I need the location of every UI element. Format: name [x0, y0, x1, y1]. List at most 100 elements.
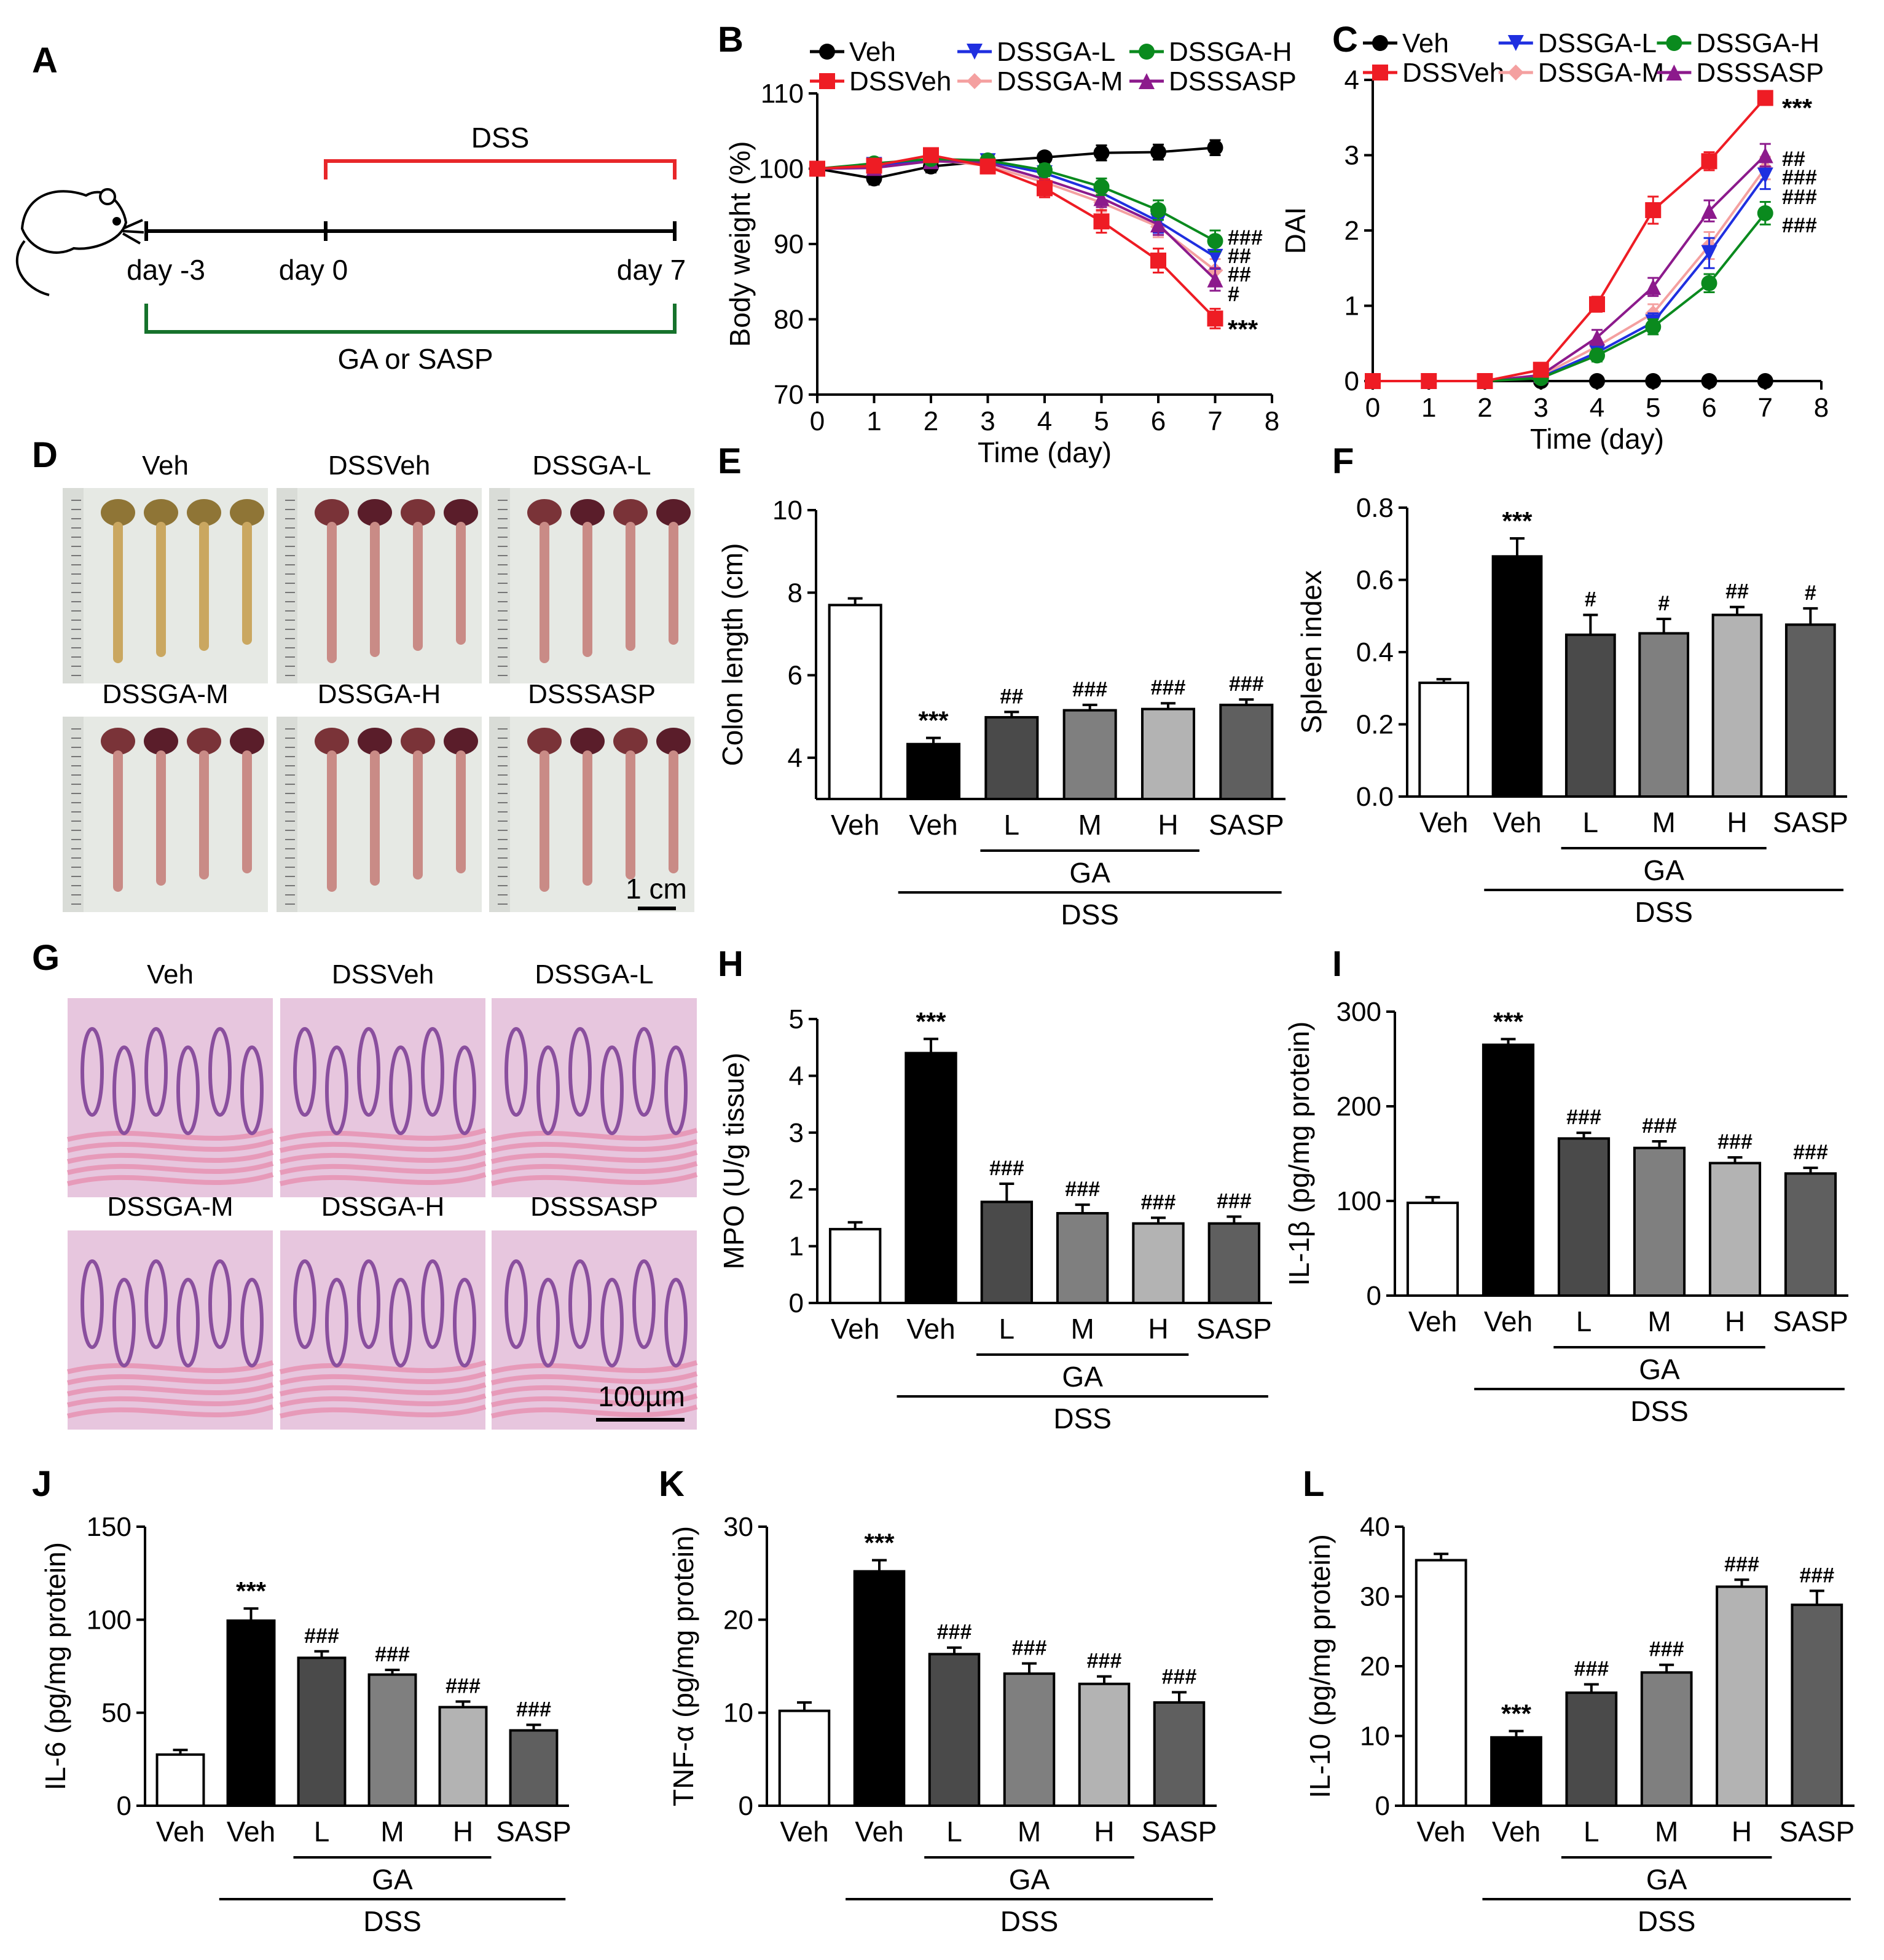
crypt	[208, 1027, 232, 1117]
cecum	[187, 499, 221, 526]
y-tick-label: 40	[1360, 1512, 1390, 1542]
colon-segment	[583, 750, 592, 886]
x-tick-label: 8	[1265, 406, 1279, 436]
legend-label: DSSGA-H	[1169, 37, 1292, 67]
crypt	[293, 1027, 316, 1117]
data-point	[866, 157, 882, 174]
crypt	[536, 1045, 560, 1135]
data-point	[1701, 203, 1717, 219]
il10-chart: 0 10 20 30 40 IL-10 (pg/mg protein) Veh *** Veh #…	[1304, 1512, 1855, 1937]
panel-letter-f: F	[1332, 441, 1354, 481]
dss-group-label: DSS	[1635, 896, 1693, 928]
x-category-label: L	[1584, 1816, 1599, 1848]
significance-label: ***	[1228, 315, 1258, 344]
y-tick-label: 0.2	[1356, 710, 1394, 740]
muscle-layer	[280, 1172, 487, 1186]
treatment-bracket	[144, 304, 677, 334]
muscle-layer	[67, 1139, 274, 1153]
cecum	[401, 728, 435, 755]
data-point	[1589, 296, 1605, 313]
bar	[438, 1706, 488, 1807]
y-tick-label: 30	[1360, 1582, 1390, 1612]
x-category-label: Veh	[156, 1816, 205, 1848]
significance-label: ###	[1799, 1564, 1834, 1587]
cecum	[570, 499, 605, 526]
group-label: Veh	[142, 451, 189, 481]
colon-segment	[242, 750, 252, 873]
cecum	[315, 728, 349, 755]
x-category-label: H	[1158, 809, 1178, 841]
legend-item: DSSGA-H	[1129, 37, 1292, 67]
bar	[1415, 1559, 1467, 1807]
significance-label: ###	[1782, 214, 1817, 237]
muscle-layer	[280, 1161, 487, 1175]
y-axis-label: IL-10 (pg/mg protein)	[1304, 1534, 1336, 1798]
group-label: DSSGA-H	[321, 1192, 444, 1222]
y-axis-label: Body weight (%)	[724, 141, 756, 347]
legend-item: DSSGA-M	[957, 66, 1123, 96]
x-tick-label: 8	[1814, 393, 1829, 423]
significance-label: ###	[1087, 1650, 1122, 1673]
colon-segment	[583, 522, 592, 657]
y-axis-label: MPO (U/g tissue)	[718, 1053, 750, 1270]
y-tick-label: 3	[1344, 141, 1359, 171]
data-point	[1207, 271, 1223, 288]
bar	[1406, 1202, 1459, 1297]
series-dssga-m	[1365, 155, 1773, 389]
panel-letter-d: D	[32, 435, 58, 475]
significance-label: ***	[916, 1007, 946, 1036]
crypt	[240, 1045, 264, 1135]
data-point	[1645, 278, 1662, 295]
legend-label: DSSVeh	[849, 66, 951, 96]
colon-segment	[669, 522, 678, 645]
x-tick-label: 7	[1758, 393, 1773, 423]
significance-label: ###	[1012, 1636, 1047, 1659]
treatment-label: GA or SASP	[337, 343, 493, 375]
cecum	[358, 728, 392, 755]
significance-label: ***	[864, 1528, 895, 1557]
x-tick-label: 5	[1094, 406, 1109, 436]
cecum	[187, 728, 221, 755]
significance-label: ###	[1217, 1190, 1252, 1213]
x-tick-label: 0	[810, 406, 825, 436]
x-category-label: M	[1071, 1313, 1094, 1345]
panel-letter-j: J	[32, 1464, 52, 1504]
data-point	[1139, 73, 1155, 89]
data-point	[1150, 202, 1166, 218]
data-point	[1666, 65, 1682, 81]
y-axis-label: IL-1β (pg/mg protein)	[1283, 1021, 1315, 1286]
crypt	[389, 1278, 412, 1368]
colon-segment	[156, 522, 166, 657]
bar	[367, 1673, 417, 1808]
data-point	[1037, 149, 1053, 166]
bar	[1056, 1212, 1109, 1305]
cecum	[401, 499, 435, 526]
group-label: DSSGA-L	[532, 451, 651, 481]
bar	[1418, 681, 1470, 798]
histology-photo	[491, 998, 698, 1197]
bar	[1640, 1671, 1693, 1808]
bar	[1153, 1701, 1206, 1808]
mouse-icon	[15, 188, 144, 296]
y-tick-label: 0	[1344, 366, 1359, 396]
bar	[1791, 1604, 1843, 1808]
panel-letter-l: L	[1303, 1464, 1324, 1504]
y-tick-label: 20	[723, 1605, 753, 1635]
colon-segment	[413, 522, 423, 651]
muscle-layer	[280, 1139, 487, 1153]
significance-label: ###	[1793, 1141, 1828, 1164]
bar	[1565, 1691, 1618, 1807]
data-point	[1701, 373, 1717, 389]
bar	[1557, 1137, 1611, 1297]
data-point	[1037, 162, 1053, 178]
legend-item: Veh	[1363, 28, 1449, 58]
bar	[1638, 632, 1690, 798]
x-category-label: SASP	[1779, 1816, 1855, 1848]
bar	[1784, 1172, 1837, 1297]
ga-group-label: GA	[1639, 1353, 1680, 1385]
bar	[1716, 1585, 1768, 1808]
significance-label: #	[1585, 588, 1596, 611]
significance-label: ###	[1574, 1658, 1609, 1681]
muscle-layer	[491, 1382, 698, 1396]
dss-group-label: DSS	[1638, 1905, 1696, 1937]
